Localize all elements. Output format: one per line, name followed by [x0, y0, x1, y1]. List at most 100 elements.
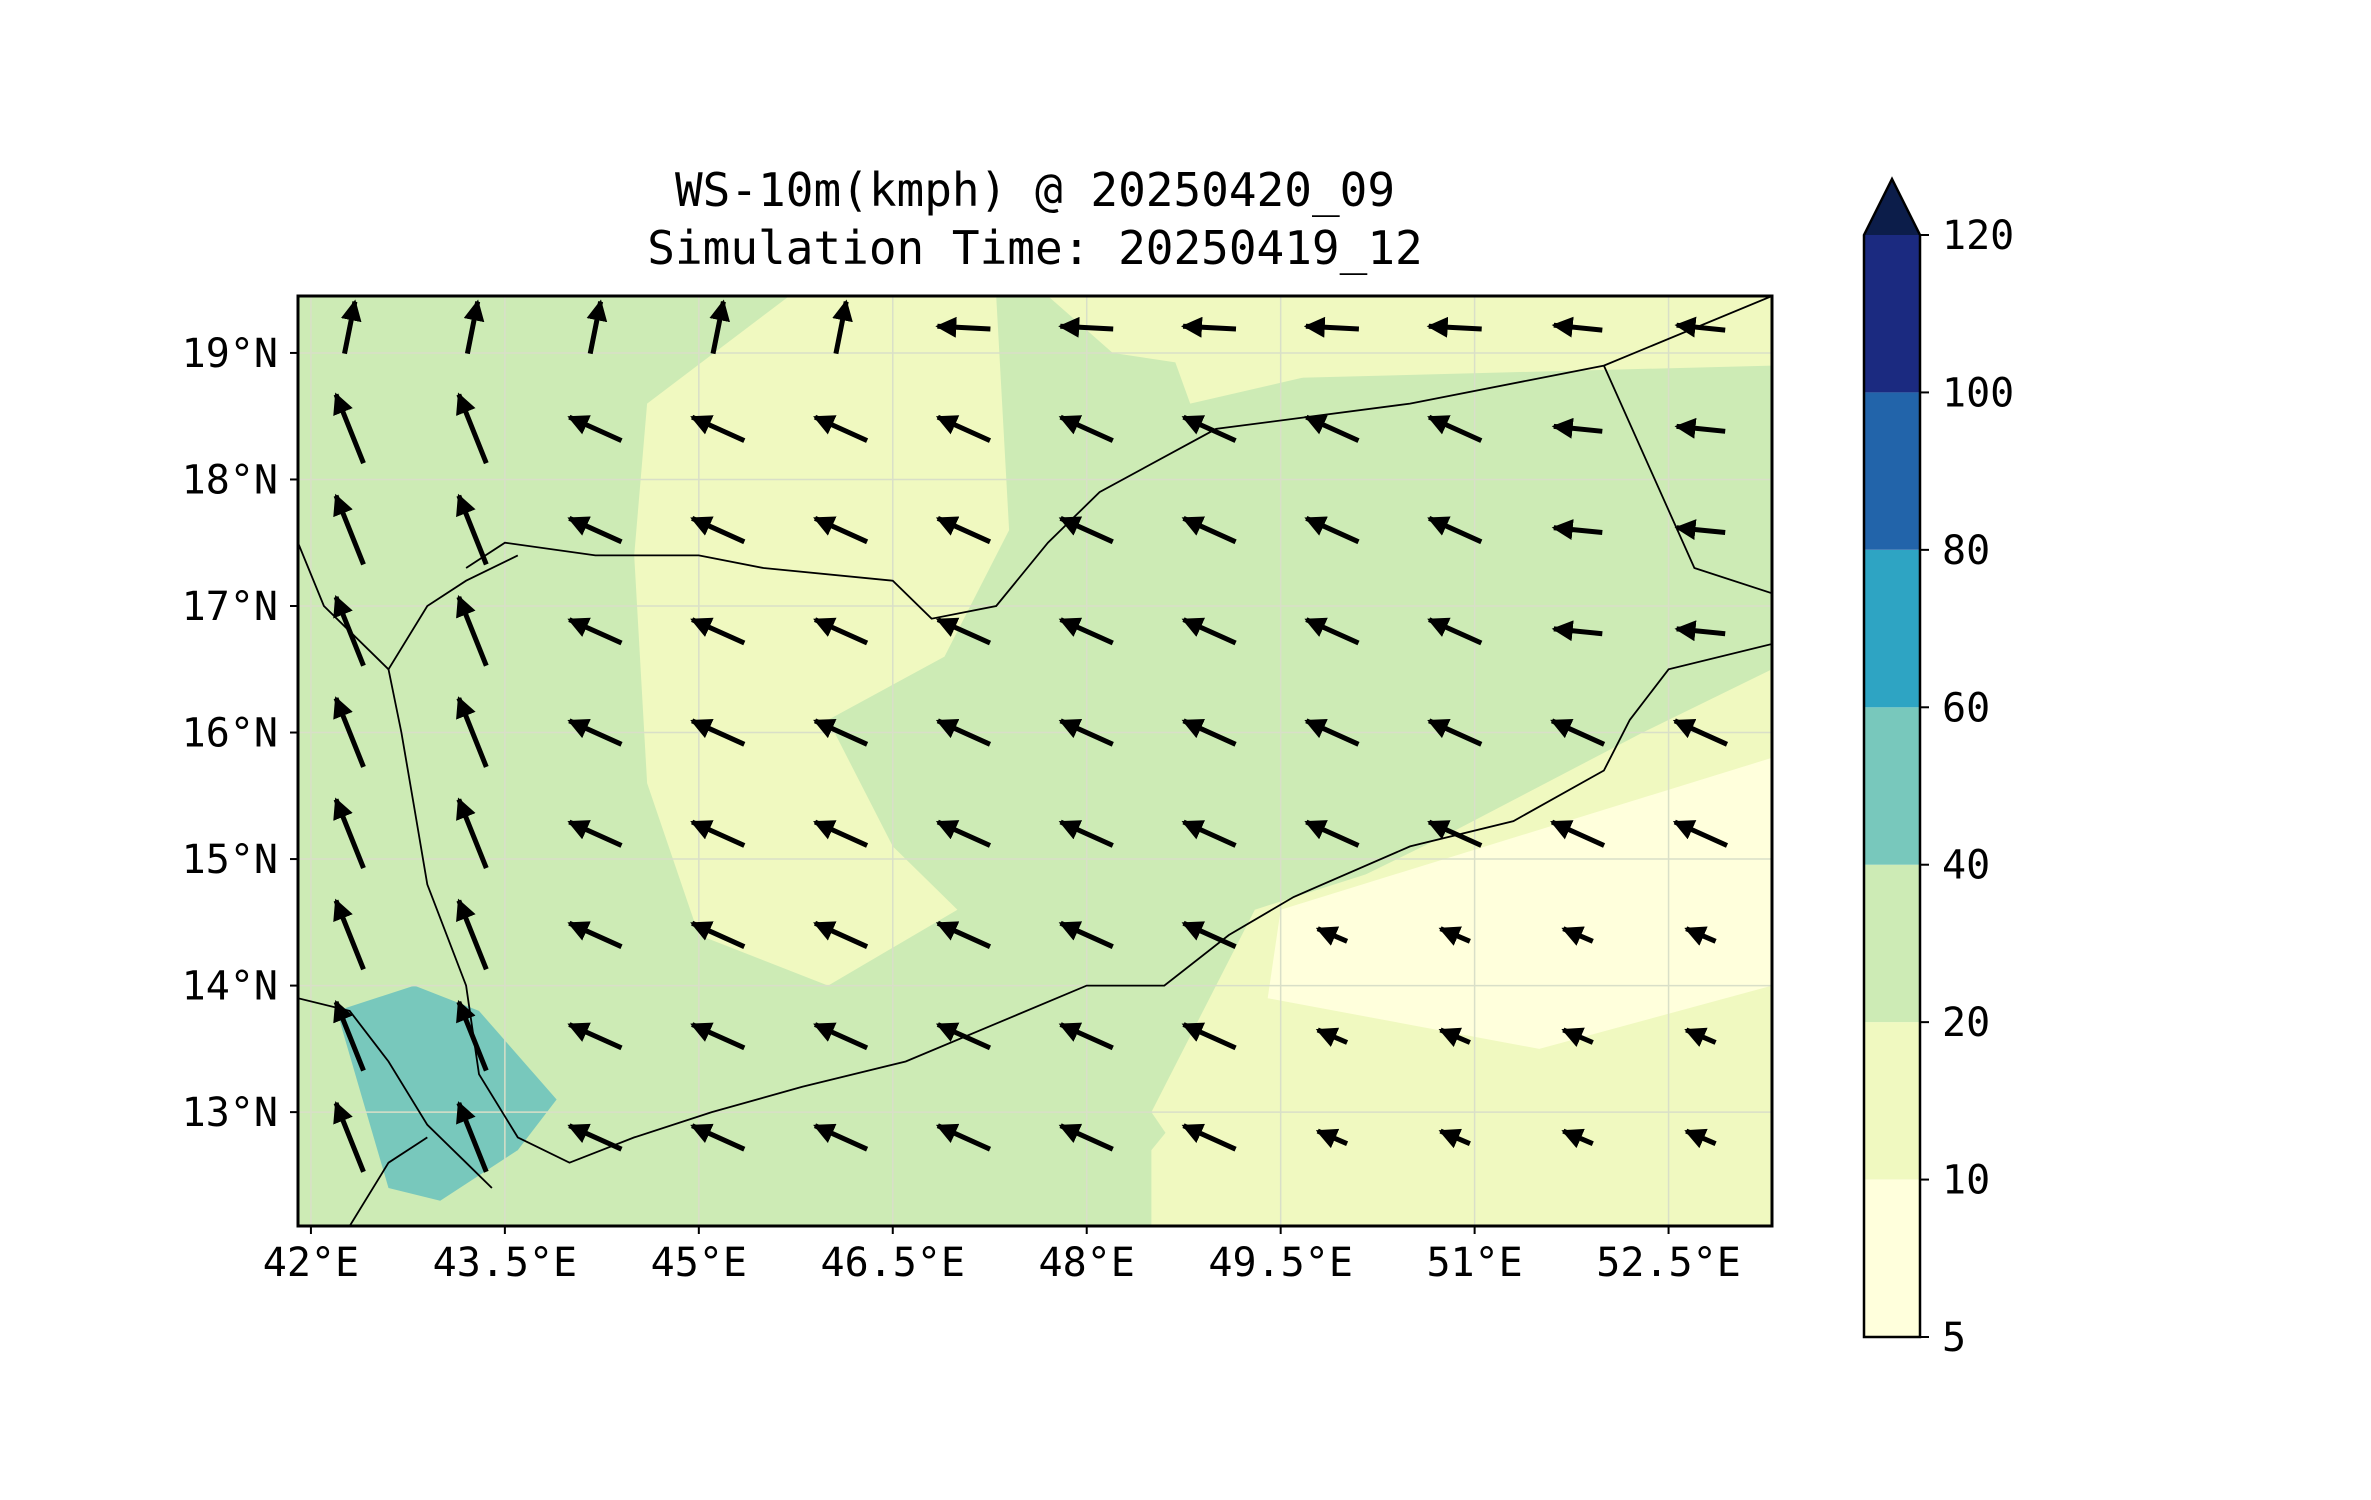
wind-vector	[813, 414, 869, 443]
wind-vector	[1550, 819, 1606, 848]
wind-vector	[1058, 316, 1114, 338]
coastline	[298, 542, 390, 670]
wind-vector	[456, 797, 489, 870]
wind-vector	[456, 696, 489, 768]
wind-vector	[333, 999, 366, 1072]
wind-vector	[456, 999, 489, 1072]
wind-vector	[1315, 926, 1349, 946]
wind-vector	[935, 516, 992, 545]
wind-vector	[567, 819, 623, 848]
lat-tick-label: 19°N	[182, 331, 278, 377]
wind-vector	[456, 493, 489, 566]
wind-vector	[333, 392, 366, 465]
lon-tick-label: 42°E	[263, 1240, 359, 1286]
lat-tick-label: 13°N	[182, 1090, 278, 1136]
wind-vector	[1181, 1022, 1237, 1051]
wind-vector	[1058, 1123, 1114, 1152]
lon-tick-label: 52.5°E	[1596, 1240, 1741, 1286]
wind-vector	[1550, 718, 1606, 747]
wind-vector	[1181, 1123, 1237, 1152]
wind-vector	[567, 414, 623, 443]
colorbar-segment	[1864, 1179, 1920, 1337]
lat-tick-label: 14°N	[182, 964, 278, 1010]
wind-vector	[1058, 1022, 1114, 1051]
wind-vector	[1181, 414, 1237, 443]
wind-vector	[1551, 417, 1603, 439]
wind-vector	[709, 299, 730, 355]
wind-vector	[1674, 519, 1726, 541]
chart-subtitle: Simulation Time: 20250419_12	[647, 221, 1423, 275]
wind-vector	[1315, 1128, 1349, 1149]
contour-region-5-10	[1267, 757, 1772, 1049]
speed-contours	[298, 296, 1772, 1226]
wind-vector	[813, 617, 869, 646]
wind-vector	[1303, 316, 1360, 338]
longitude-axis: 42°E 43.5°E 45°E 46.5°E 48°E 49.5°E 51°E 52.5°E	[263, 1226, 1741, 1286]
wind-vector	[1674, 316, 1726, 338]
colorbar-label: 20	[1942, 1000, 1990, 1046]
wind-vector	[690, 920, 746, 949]
wind-vector	[1551, 316, 1603, 338]
wind-vector	[935, 617, 992, 646]
colorbar-segment	[1864, 549, 1920, 708]
wind-vector	[1181, 718, 1237, 747]
wind-vector	[690, 819, 746, 848]
lat-tick-label: 16°N	[182, 711, 278, 757]
wind-vector	[456, 1101, 489, 1173]
wind-vector	[690, 516, 746, 545]
colorbar-label: 5	[1942, 1315, 1966, 1361]
wind-vector	[1438, 926, 1471, 946]
wind-vector	[935, 819, 992, 848]
wind-vector	[1561, 1027, 1594, 1047]
wind-vector	[832, 299, 853, 355]
lon-tick-label: 43.5°E	[433, 1240, 578, 1286]
colorbar-label: 100	[1942, 370, 2014, 416]
wind-vector	[463, 299, 485, 355]
wind-vector	[1438, 1128, 1471, 1149]
lon-tick-label: 48°E	[1039, 1240, 1135, 1286]
colorbar-segment	[1864, 707, 1920, 865]
colorbar-segment	[1864, 392, 1920, 550]
wind-vector	[1304, 414, 1360, 443]
wind-vector	[333, 797, 366, 870]
colorbar-label: 40	[1942, 843, 1990, 889]
wind-vector	[567, 516, 623, 545]
colorbar-label: 80	[1942, 528, 1990, 574]
wind-vector	[813, 718, 869, 747]
wind-vector	[1427, 819, 1483, 848]
wind-vector	[935, 1123, 992, 1152]
wind-vector	[333, 898, 366, 971]
map-frame	[296, 294, 1774, 1228]
wind-vector	[813, 819, 869, 848]
wind-vector	[1181, 819, 1237, 848]
colorbar-label: 60	[1942, 685, 1990, 731]
lon-tick-label: 49.5°E	[1208, 1240, 1353, 1286]
wind-vector	[690, 617, 746, 646]
colorbar-segment	[1864, 1022, 1920, 1180]
wind-vectors	[333, 299, 1729, 1173]
wind-vector	[1181, 617, 1237, 646]
wind-vector	[1304, 516, 1360, 545]
lat-tick-label: 17°N	[182, 584, 278, 630]
wind-vector	[340, 299, 362, 355]
coastline	[1603, 365, 1772, 595]
wind-vector	[1427, 718, 1483, 747]
wind-vector	[1058, 920, 1114, 949]
wind-vector	[1684, 926, 1717, 946]
wind-vector	[1058, 718, 1114, 747]
wind-vector	[456, 595, 489, 667]
wind-vector	[1304, 718, 1360, 747]
wind-vector	[813, 1022, 869, 1051]
lon-tick-label: 45°E	[651, 1240, 747, 1286]
wind-vector	[935, 718, 992, 747]
wind-vector	[1427, 414, 1483, 443]
wind-vector	[1058, 819, 1114, 848]
colorbar-segment	[1864, 864, 1920, 1023]
wind-vector	[1551, 620, 1603, 642]
wind-vector	[333, 696, 366, 768]
lon-tick-label: 51°E	[1426, 1240, 1522, 1286]
wind-vector	[1551, 519, 1603, 541]
wind-vector	[1304, 617, 1360, 646]
colorbar-extend-arrow	[1864, 179, 1920, 235]
wind-vector	[456, 392, 489, 465]
